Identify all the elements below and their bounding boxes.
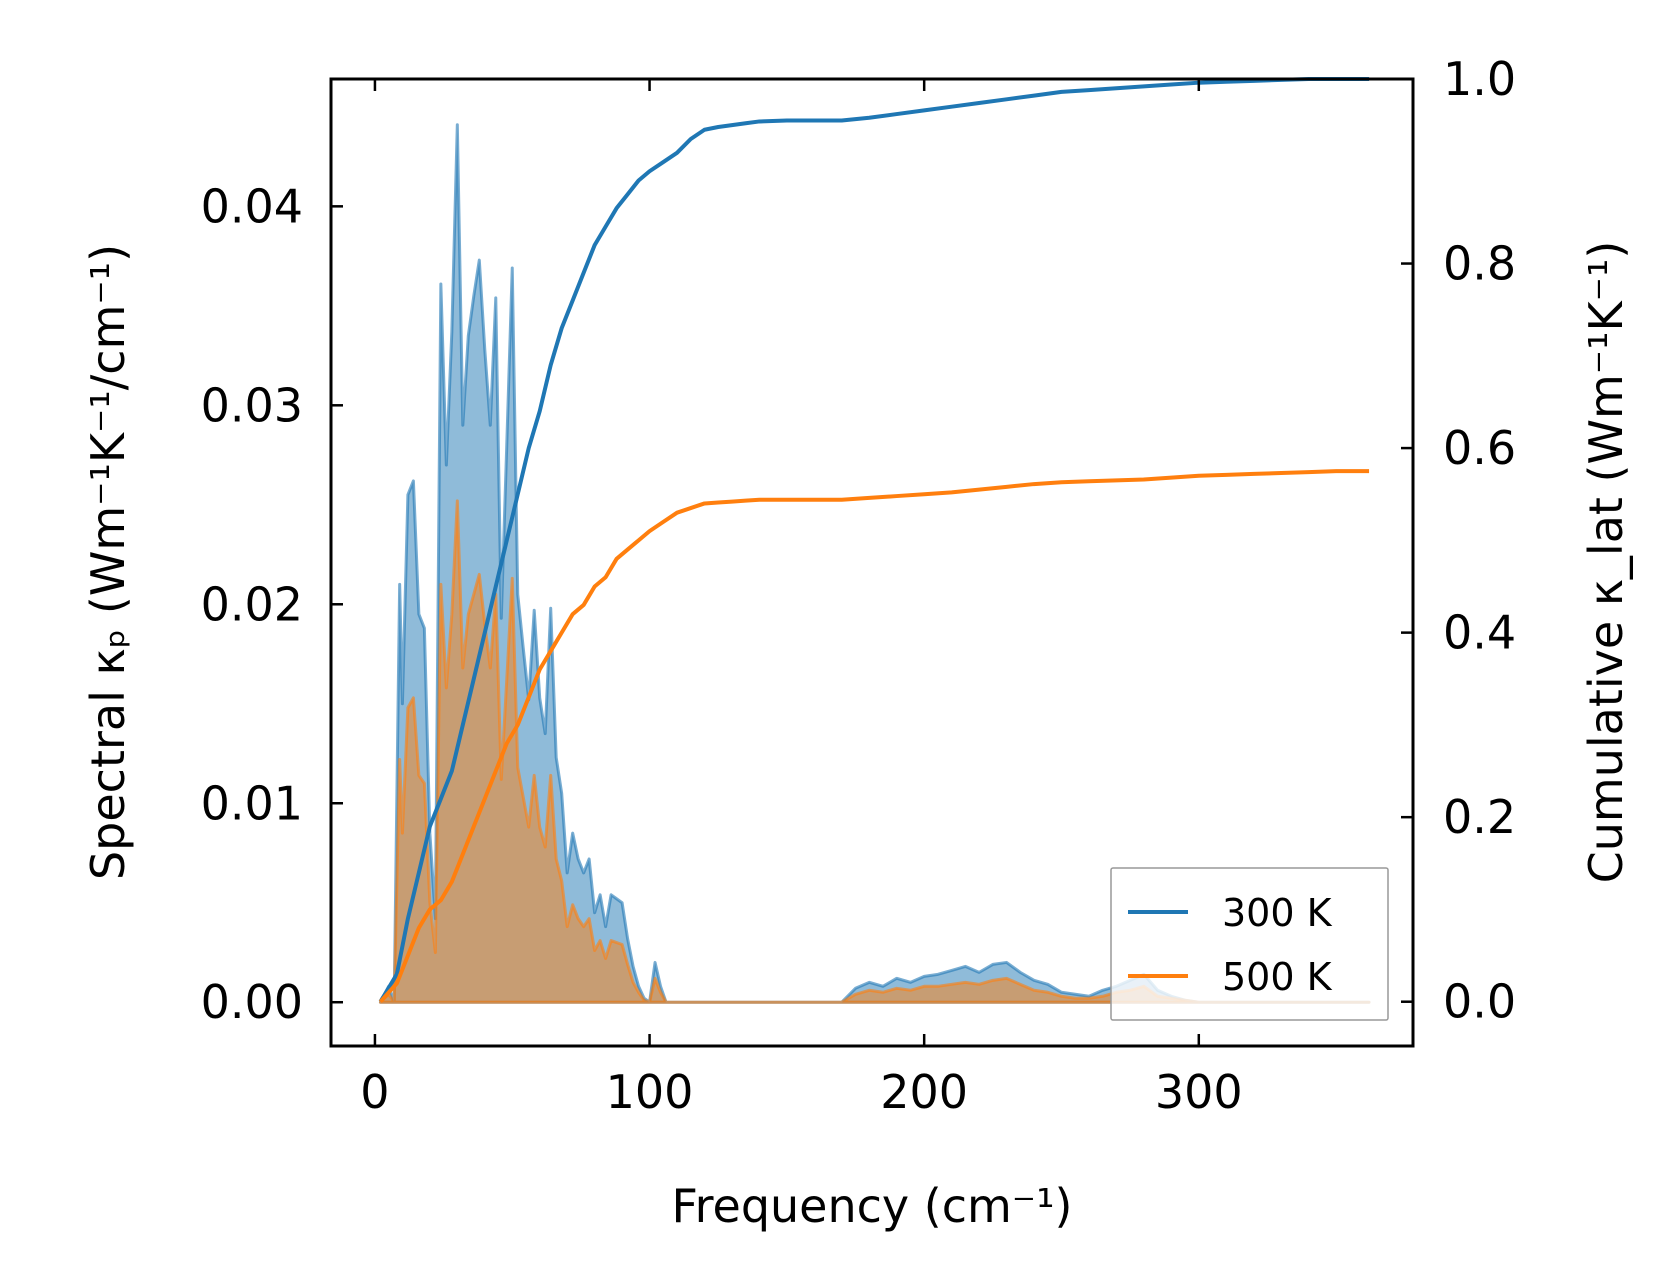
y-tick-label-right: 0.0 xyxy=(1443,975,1516,1029)
legend: 300 K 500 K xyxy=(1110,867,1389,1021)
y-axis-right-label: Cumulative κ_lat (Wm⁻¹K⁻¹) xyxy=(1579,241,1633,884)
y-axis-left-label: Spectral κₚ (Wm⁻¹K⁻¹/cm⁻¹) xyxy=(81,244,135,880)
y-tick-label-left: 0.00 xyxy=(201,975,303,1029)
y-tick-label-left: 0.01 xyxy=(201,776,303,830)
y-tick-label-left: 0.02 xyxy=(201,577,303,631)
y-tick-label-right: 1.0 xyxy=(1443,52,1516,106)
cumulative-line-300k xyxy=(378,77,1370,1003)
x-axis-label: Frequency (cm⁻¹) xyxy=(672,1179,1073,1233)
x-tick-label: 300 xyxy=(1155,1065,1243,1119)
x-tick-label: 0 xyxy=(360,1065,389,1119)
y-tick-label-left: 0.03 xyxy=(201,378,303,432)
legend-frame xyxy=(1110,867,1389,1021)
legend-label-300k: 300 K xyxy=(1222,891,1333,935)
cumulative-line-500k xyxy=(378,469,1370,1004)
spectral-area-500k xyxy=(378,499,1371,1004)
y-tick-label-right: 0.8 xyxy=(1443,237,1516,291)
legend-label-500k: 500 K xyxy=(1222,955,1333,999)
x-tick-label: 100 xyxy=(606,1065,694,1119)
y-tick-label-right: 0.6 xyxy=(1443,421,1516,475)
plot-frame xyxy=(329,77,1415,1048)
y-tick-label-right: 0.2 xyxy=(1443,790,1516,844)
y-tick-label-right: 0.4 xyxy=(1443,606,1516,660)
x-tick-label: 200 xyxy=(880,1065,968,1119)
y-tick-label-left: 0.04 xyxy=(201,179,303,233)
